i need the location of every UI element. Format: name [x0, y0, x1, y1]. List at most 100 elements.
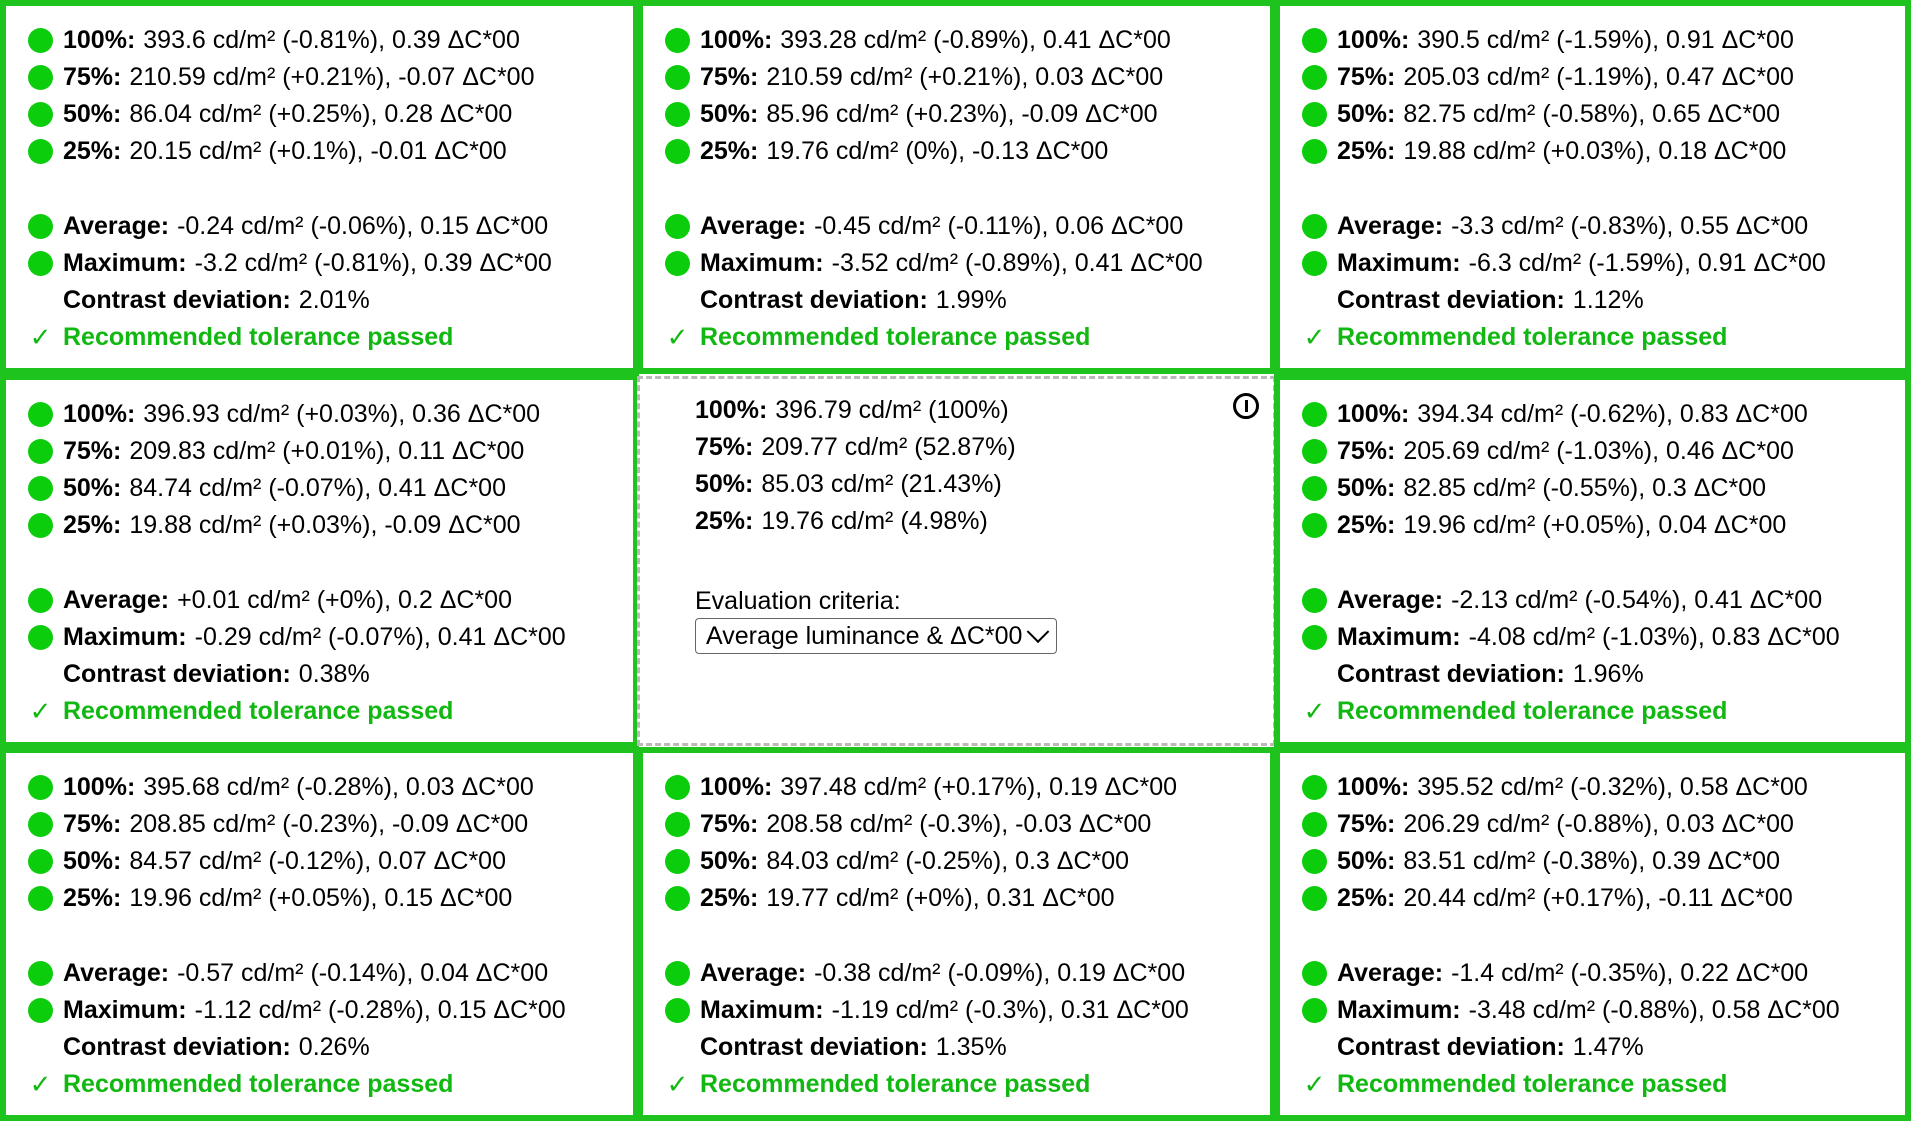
- status-dot: [28, 64, 53, 90]
- row-value: 397.48 cd/m² (+0.17%), 0.19 ΔC*00: [780, 772, 1178, 801]
- average-row: Average: -1.4 cd/m² (-0.35%), 0.22 ΔC*00: [1302, 955, 1808, 991]
- row-label: 100%:: [700, 25, 773, 54]
- measurement-row: 100%: 397.48 cd/m² (+0.17%), 0.19 ΔC*00: [665, 769, 1177, 805]
- row-label: 25%:: [695, 506, 754, 535]
- average-label: Average:: [1337, 211, 1444, 240]
- measurement-row: 75%: 210.59 cd/m² (+0.21%), -0.07 ΔC*00: [28, 59, 534, 95]
- row-value: 86.04 cd/m² (+0.25%), 0.28 ΔC*00: [129, 99, 513, 128]
- row-label: 50%:: [700, 846, 759, 875]
- maximum-label: Maximum:: [1337, 622, 1461, 651]
- status-row: ✓ Recommended tolerance passed: [28, 319, 454, 355]
- average-label: Average:: [63, 585, 170, 614]
- uniformity-cell: 100%: 393.28 cd/m² (-0.89%), 0.41 ΔC*00 7…: [637, 0, 1276, 374]
- measurement-row: 100%: 390.5 cd/m² (-1.59%), 0.91 ΔC*00: [1302, 22, 1794, 58]
- uniformity-cell: 100%: 395.68 cd/m² (-0.28%), 0.03 ΔC*00 7…: [0, 747, 639, 1121]
- measurement-row: 50%: 86.04 cd/m² (+0.25%), 0.28 ΔC*00: [28, 96, 512, 132]
- row-value: 205.69 cd/m² (-1.03%), 0.46 ΔC*00: [1403, 436, 1794, 465]
- status-dot: [1302, 960, 1327, 986]
- row-label: 25%:: [63, 883, 122, 912]
- status-dot: [28, 774, 53, 800]
- maximum-label: Maximum:: [63, 622, 187, 651]
- maximum-row: Maximum: -6.3 cd/m² (-1.59%), 0.91 ΔC*00: [1302, 245, 1826, 281]
- maximum-value: -4.08 cd/m² (-1.03%), 0.83 ΔC*00: [1468, 622, 1840, 651]
- maximum-value: -1.12 cd/m² (-0.28%), 0.15 ΔC*00: [194, 995, 566, 1024]
- status-row: ✓ Recommended tolerance passed: [665, 1066, 1091, 1102]
- status-text: Recommended tolerance passed: [1337, 322, 1728, 351]
- maximum-label: Maximum:: [1337, 248, 1461, 277]
- measurement-row: 75%: 208.58 cd/m² (-0.3%), -0.03 ΔC*00: [665, 806, 1151, 842]
- maximum-value: -0.29 cd/m² (-0.07%), 0.41 ΔC*00: [194, 622, 566, 651]
- contrast-value: 1.47%: [1572, 1032, 1644, 1061]
- status-dot: [28, 997, 53, 1023]
- status-dot: [28, 438, 53, 464]
- status-dot: [1302, 475, 1327, 501]
- row-value: 19.76 cd/m² (0%), -0.13 ΔC*00: [766, 136, 1109, 165]
- uniformity-cell: 100%: 390.5 cd/m² (-1.59%), 0.91 ΔC*00 75…: [1274, 0, 1911, 374]
- maximum-row: Maximum: -1.19 cd/m² (-0.3%), 0.31 ΔC*00: [665, 992, 1189, 1028]
- row-label: 100%:: [1337, 25, 1410, 54]
- status-row: ✓ Recommended tolerance passed: [28, 693, 454, 729]
- row-value: 20.44 cd/m² (+0.17%), -0.11 ΔC*00: [1403, 883, 1793, 912]
- status-dot: [665, 101, 690, 127]
- status-dot: [1302, 997, 1327, 1023]
- status-text: Recommended tolerance passed: [63, 1069, 454, 1098]
- row-label: 50%:: [695, 469, 754, 498]
- status-dot: [665, 27, 690, 53]
- reference-cell: 100%: 396.79 cd/m² (100%) 75%: 209.77 cd/m…: [637, 376, 1276, 746]
- reference-row: 25%: 19.76 cd/m² (4.98%): [695, 503, 988, 539]
- check-icon: ✓: [29, 321, 52, 352]
- contrast-row: Contrast deviation: 2.01%: [28, 282, 370, 318]
- maximum-label: Maximum:: [700, 995, 824, 1024]
- contrast-row: Contrast deviation: 1.35%: [665, 1029, 1007, 1065]
- measurement-row: 50%: 82.85 cd/m² (-0.55%), 0.3 ΔC*00: [1302, 470, 1766, 506]
- contrast-row: Contrast deviation: 1.12%: [1302, 282, 1644, 318]
- average-value: -1.4 cd/m² (-0.35%), 0.22 ΔC*00: [1451, 958, 1809, 987]
- average-value: +0.01 cd/m² (+0%), 0.2 ΔC*00: [177, 585, 512, 614]
- status-dot: [28, 512, 53, 538]
- row-value: 394.34 cd/m² (-0.62%), 0.83 ΔC*00: [1417, 399, 1808, 428]
- row-label: 100%:: [1337, 399, 1410, 428]
- average-row: Average: -0.38 cd/m² (-0.09%), 0.19 ΔC*00: [665, 955, 1185, 991]
- info-icon[interactable]: [1233, 393, 1259, 419]
- status-dot: [665, 811, 690, 837]
- measurement-row: 100%: 395.68 cd/m² (-0.28%), 0.03 ΔC*00: [28, 769, 534, 805]
- measurement-row: 50%: 82.75 cd/m² (-0.58%), 0.65 ΔC*00: [1302, 96, 1780, 132]
- contrast-row: Contrast deviation: 0.26%: [28, 1029, 370, 1065]
- maximum-value: -3.2 cd/m² (-0.81%), 0.39 ΔC*00: [194, 248, 552, 277]
- status-text: Recommended tolerance passed: [1337, 1069, 1728, 1098]
- check-icon: ✓: [666, 321, 689, 352]
- row-label: 50%:: [700, 99, 759, 128]
- average-row: Average: -0.57 cd/m² (-0.14%), 0.04 ΔC*00: [28, 955, 548, 991]
- row-value: 210.59 cd/m² (+0.21%), 0.03 ΔC*00: [766, 62, 1164, 91]
- status-text: Recommended tolerance passed: [700, 322, 1091, 351]
- measurement-row: 25%: 19.96 cd/m² (+0.05%), 0.04 ΔC*00: [1302, 507, 1786, 543]
- contrast-value: 1.12%: [1572, 285, 1644, 314]
- measurement-row: 50%: 85.96 cd/m² (+0.23%), -0.09 ΔC*00: [665, 96, 1158, 132]
- row-label: 25%:: [63, 136, 122, 165]
- status-dot: [665, 960, 690, 986]
- row-label: 100%:: [63, 772, 136, 801]
- row-value: 393.28 cd/m² (-0.89%), 0.41 ΔC*00: [780, 25, 1171, 54]
- row-label: 100%:: [1337, 772, 1410, 801]
- contrast-label: Contrast deviation:: [63, 659, 291, 688]
- contrast-label: Contrast deviation:: [700, 1032, 928, 1061]
- status-dot: [1302, 101, 1327, 127]
- row-value: 82.75 cd/m² (-0.58%), 0.65 ΔC*00: [1403, 99, 1780, 128]
- row-value: 20.15 cd/m² (+0.1%), -0.01 ΔC*00: [129, 136, 507, 165]
- evaluation-criteria-select[interactable]: Average luminance & ΔC*00: [695, 618, 1058, 654]
- row-value: 395.68 cd/m² (-0.28%), 0.03 ΔC*00: [143, 772, 534, 801]
- row-value: 84.03 cd/m² (-0.25%), 0.3 ΔC*00: [766, 846, 1130, 875]
- status-dot: [665, 774, 690, 800]
- row-value: 83.51 cd/m² (-0.38%), 0.39 ΔC*00: [1403, 846, 1780, 875]
- row-label: 50%:: [63, 846, 122, 875]
- row-label: 75%:: [695, 432, 754, 461]
- average-row: Average: -0.24 cd/m² (-0.06%), 0.15 ΔC*00: [28, 208, 548, 244]
- maximum-row: Maximum: -1.12 cd/m² (-0.28%), 0.15 ΔC*00: [28, 992, 566, 1028]
- row-label: 75%:: [63, 809, 122, 838]
- chevron-down-icon: [1027, 620, 1050, 644]
- row-value: 390.5 cd/m² (-1.59%), 0.91 ΔC*00: [1417, 25, 1794, 54]
- status-text: Recommended tolerance passed: [63, 322, 454, 351]
- row-label: 25%:: [700, 883, 759, 912]
- row-value: 393.6 cd/m² (-0.81%), 0.39 ΔC*00: [143, 25, 520, 54]
- maximum-label: Maximum:: [700, 248, 824, 277]
